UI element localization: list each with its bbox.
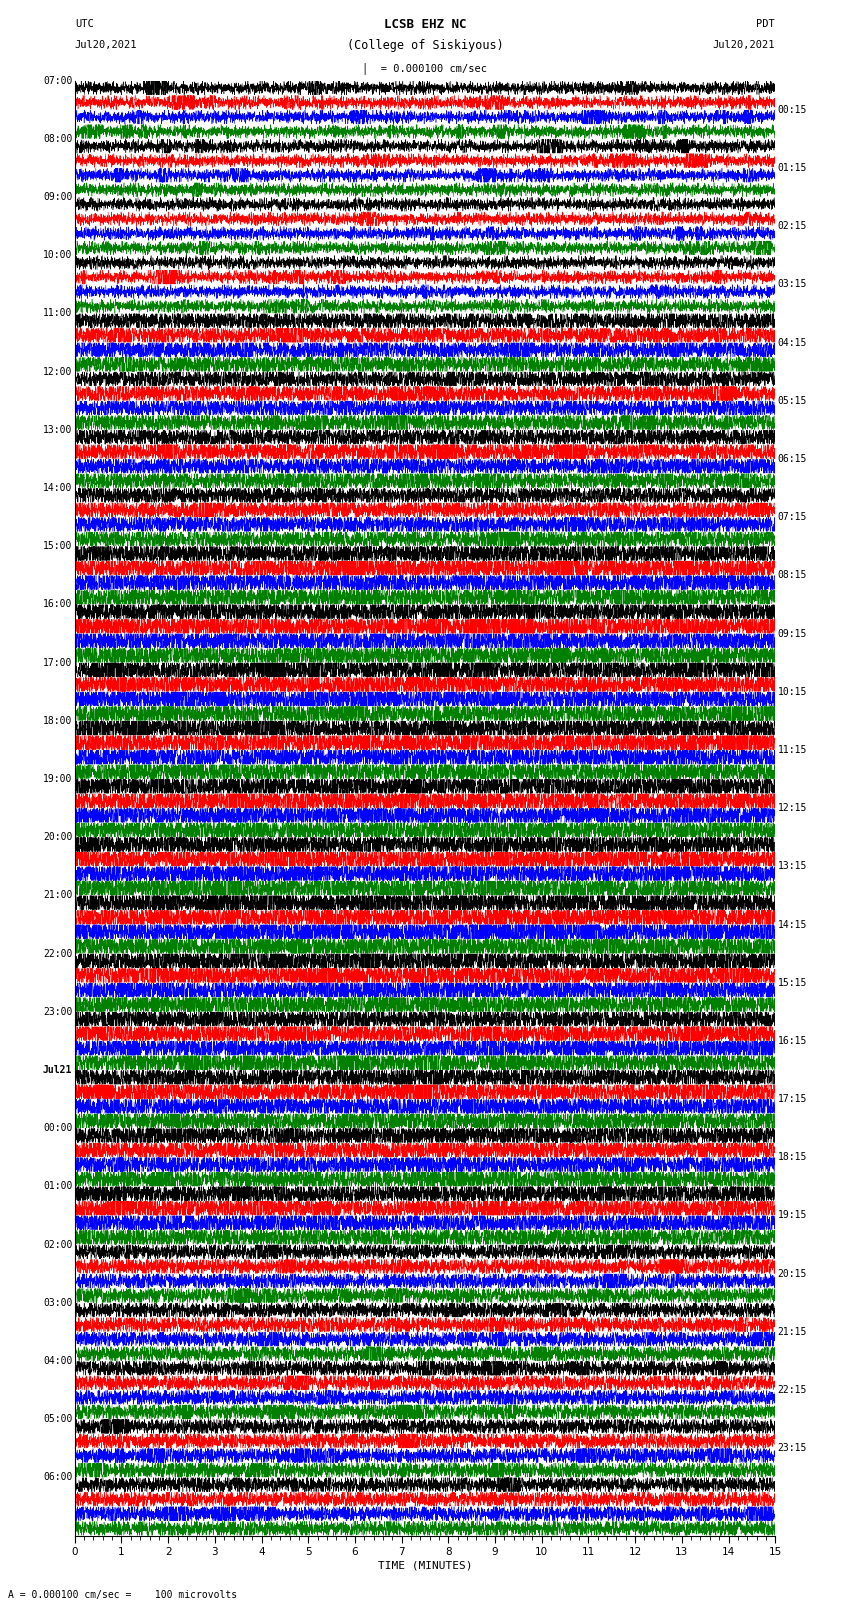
Text: 05:15: 05:15 [778, 395, 807, 406]
Text: 12:00: 12:00 [42, 366, 72, 376]
Text: 23:15: 23:15 [778, 1444, 807, 1453]
Text: 09:15: 09:15 [778, 629, 807, 639]
Text: 01:00: 01:00 [42, 1181, 72, 1192]
Text: 02:15: 02:15 [778, 221, 807, 231]
Text: 19:15: 19:15 [778, 1210, 807, 1221]
Text: Jul20,2021: Jul20,2021 [712, 40, 775, 50]
Text: 09:00: 09:00 [42, 192, 72, 202]
Text: 15:00: 15:00 [42, 542, 72, 552]
Text: 18:15: 18:15 [778, 1152, 807, 1163]
Text: (College of Siskiyous): (College of Siskiyous) [347, 39, 503, 52]
Text: 12:15: 12:15 [778, 803, 807, 813]
Text: 17:00: 17:00 [42, 658, 72, 668]
Text: 07:15: 07:15 [778, 513, 807, 523]
Text: 23:00: 23:00 [42, 1007, 72, 1016]
Text: 03:15: 03:15 [778, 279, 807, 289]
Text: A = 0.000100 cm/sec =    100 microvolts: A = 0.000100 cm/sec = 100 microvolts [8, 1590, 238, 1600]
X-axis label: TIME (MINUTES): TIME (MINUTES) [377, 1560, 473, 1569]
Text: 04:00: 04:00 [42, 1357, 72, 1366]
Text: 21:15: 21:15 [778, 1327, 807, 1337]
Text: 03:00: 03:00 [42, 1298, 72, 1308]
Text: 04:15: 04:15 [778, 337, 807, 347]
Text: UTC: UTC [75, 19, 94, 29]
Text: 14:00: 14:00 [42, 482, 72, 494]
Text: 08:15: 08:15 [778, 571, 807, 581]
Text: 13:15: 13:15 [778, 861, 807, 871]
Text: 07:00: 07:00 [42, 76, 72, 85]
Text: 14:15: 14:15 [778, 919, 807, 929]
Text: 11:00: 11:00 [42, 308, 72, 318]
Text: 17:15: 17:15 [778, 1094, 807, 1103]
Text: 22:00: 22:00 [42, 948, 72, 958]
Text: 05:00: 05:00 [42, 1415, 72, 1424]
Text: 10:15: 10:15 [778, 687, 807, 697]
Text: 16:00: 16:00 [42, 600, 72, 610]
Text: 15:15: 15:15 [778, 977, 807, 987]
Text: 01:15: 01:15 [778, 163, 807, 173]
Text: Jul21: Jul21 [42, 1065, 72, 1074]
Text: Jul20,2021: Jul20,2021 [75, 40, 138, 50]
Text: 19:00: 19:00 [42, 774, 72, 784]
Text: 16:15: 16:15 [778, 1036, 807, 1045]
Text: 00:00: 00:00 [42, 1123, 72, 1134]
Text: 20:15: 20:15 [778, 1269, 807, 1279]
Text: 06:00: 06:00 [42, 1473, 72, 1482]
Text: 08:00: 08:00 [42, 134, 72, 144]
Text: 18:00: 18:00 [42, 716, 72, 726]
Text: PDT: PDT [756, 19, 775, 29]
Text: 06:15: 06:15 [778, 453, 807, 465]
Text: 21:00: 21:00 [42, 890, 72, 900]
Text: 00:15: 00:15 [778, 105, 807, 115]
Text: 11:15: 11:15 [778, 745, 807, 755]
Text: 13:00: 13:00 [42, 424, 72, 436]
Text: 10:00: 10:00 [42, 250, 72, 260]
Text: 22:15: 22:15 [778, 1386, 807, 1395]
Text: 20:00: 20:00 [42, 832, 72, 842]
Text: 02:00: 02:00 [42, 1240, 72, 1250]
Text: LCSB EHZ NC: LCSB EHZ NC [383, 18, 467, 31]
Text: │  = 0.000100 cm/sec: │ = 0.000100 cm/sec [362, 61, 488, 74]
